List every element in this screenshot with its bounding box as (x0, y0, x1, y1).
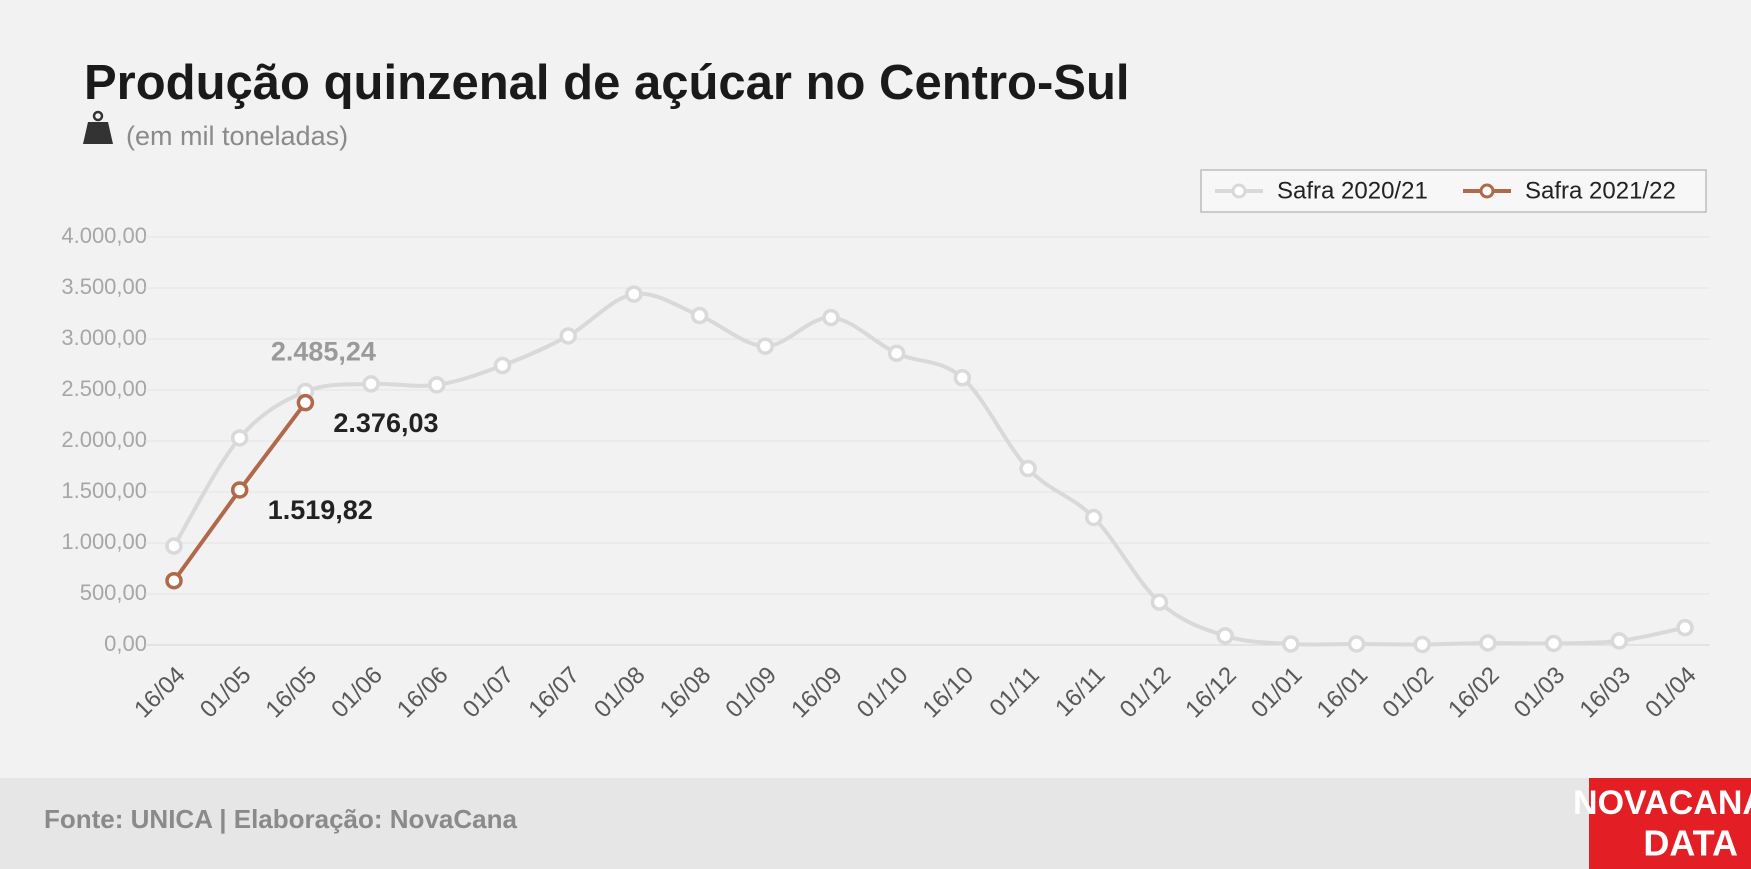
x-tick-label: 16/09 (786, 662, 848, 724)
data-point (756, 337, 775, 355)
data-point (493, 356, 512, 375)
y-tick-label: 500,00 (80, 580, 147, 605)
weight-icon (83, 110, 113, 144)
data-point (362, 375, 380, 393)
data-point (1216, 627, 1234, 645)
data-point (428, 376, 446, 394)
y-tick-label: 3.500,00 (61, 274, 147, 299)
x-tick-label: 01/07 (458, 662, 520, 724)
x-tick-label: 01/05 (195, 662, 257, 724)
y-tick-label: 1.500,00 (61, 478, 147, 503)
data-point (1544, 634, 1563, 653)
data-point (1676, 618, 1694, 637)
data-point (230, 429, 249, 447)
data-point (953, 369, 972, 387)
x-tick-label: 01/11 (984, 662, 1044, 722)
logo-box (1589, 778, 1751, 869)
legend-box (1200, 169, 1707, 213)
x-tick-label: 01/01 (1246, 662, 1308, 724)
legend-marker (1231, 183, 1247, 199)
x-tick-label: 16/04 (129, 662, 191, 724)
y-tick-label: 2.000,00 (61, 427, 147, 452)
y-tick-label: 0,00 (104, 631, 147, 656)
x-tick-label: 16/11 (1050, 662, 1110, 722)
data-point (1084, 508, 1103, 527)
x-tick-label: 16/08 (655, 662, 717, 724)
data-label: 2.376,03 (333, 408, 438, 438)
logo-text: DATA (1643, 823, 1738, 864)
legend-label: Safra 2021/22 (1525, 177, 1676, 204)
data-point (1282, 635, 1300, 653)
data-label: 2.485,24 (271, 337, 376, 367)
x-tick-label: 16/06 (392, 662, 454, 724)
data-point (625, 285, 643, 303)
x-tick-label: 01/12 (1115, 662, 1177, 724)
data-point (559, 327, 577, 345)
data-point (1347, 635, 1366, 653)
data-point (1479, 634, 1497, 652)
x-tick-label: 16/10 (918, 662, 980, 724)
data-point (887, 344, 906, 363)
x-tick-label: 16/12 (1180, 662, 1242, 724)
x-tick-label: 01/06 (326, 662, 388, 724)
data-point (230, 481, 249, 499)
x-tick-label: 16/02 (1443, 662, 1505, 724)
source: Fonte: UNICA | Elaboração: NovaCana (44, 804, 517, 834)
chart-subtitle: (em mil toneladas) (126, 121, 348, 151)
y-tick-label: 1.000,00 (61, 529, 147, 554)
footer-band (0, 778, 1751, 869)
x-tick-label: 01/08 (589, 662, 651, 724)
x-tick-label: 01/02 (1377, 662, 1439, 724)
x-tick-label: 16/03 (1574, 662, 1636, 724)
data-point (1610, 632, 1629, 650)
data-point (296, 393, 315, 412)
chart-title: Produção quinzenal de açúcar no Centro-S… (84, 56, 1130, 110)
legend-label: Safra 2020/21 (1277, 177, 1428, 204)
data-label: 1.519,82 (268, 495, 373, 525)
data-point (1019, 459, 1037, 478)
y-tick-label: 3.000,00 (61, 325, 147, 350)
data-point (822, 308, 840, 327)
data-point (1413, 635, 1431, 654)
x-tick-label: 01/10 (852, 662, 914, 724)
x-tick-label: 01/04 (1640, 662, 1702, 724)
logo-text: NOVACANA (1573, 784, 1751, 822)
x-tick-label: 16/01 (1312, 662, 1374, 724)
x-tick-label: 01/03 (1509, 662, 1571, 724)
data-point (1150, 593, 1169, 611)
data-point (165, 537, 183, 555)
data-point (690, 306, 709, 325)
data-point (165, 571, 183, 590)
x-tick-label: 16/05 (261, 662, 323, 724)
y-tick-label: 2.500,00 (61, 376, 147, 401)
x-tick-label: 01/09 (720, 662, 782, 724)
legend-marker (1479, 183, 1495, 199)
y-tick-label: 4.000,00 (61, 223, 147, 248)
x-tick-label: 16/07 (523, 662, 585, 724)
series-line (172, 291, 1686, 647)
